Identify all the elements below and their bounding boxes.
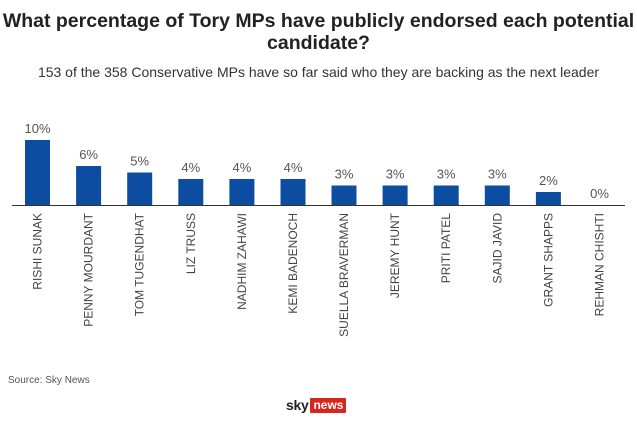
value-label: 2% bbox=[539, 173, 558, 188]
sky-news-logo: sky news bbox=[286, 397, 347, 413]
category-label: REHMAN CHISHTI bbox=[593, 213, 607, 316]
bar-tom-tugendhat bbox=[127, 172, 153, 205]
logo-sky-text: sky bbox=[286, 397, 309, 413]
category-label: LIZ TRUSS bbox=[184, 213, 198, 274]
bar-liz-truss bbox=[178, 179, 204, 205]
bar-kemi-badenoch bbox=[280, 179, 306, 205]
value-label: 3% bbox=[335, 167, 354, 182]
category-label: KEMI BADENOCH bbox=[286, 213, 300, 314]
value-label: 5% bbox=[130, 154, 149, 169]
bar-grant-shapps bbox=[535, 192, 561, 205]
category-label: PENNY MOURDANT bbox=[82, 212, 96, 326]
bar-chart: 10% RISHI SUNAK 6% PENNY MOURDANT 5% TOM TUGE… bbox=[12, 121, 625, 337]
logo-news-text: news bbox=[310, 397, 347, 413]
value-label: 4% bbox=[284, 160, 303, 175]
bar-penny-mourdant bbox=[76, 166, 102, 205]
chart-title: What percentage of Tory MPs have publicl… bbox=[2, 10, 635, 54]
category-label: TOM TUGENDHAT bbox=[133, 212, 147, 316]
category-label: JEREMY HUNT bbox=[388, 212, 402, 298]
chart-subtitle: 153 of the 358 Conservative MPs have so … bbox=[37, 64, 600, 80]
source-note: Source: Sky News bbox=[8, 375, 90, 386]
category-label: GRANT SHAPPS bbox=[541, 213, 555, 307]
bar-suella-braverman bbox=[331, 185, 357, 205]
bar-jeremy-hunt bbox=[382, 185, 408, 205]
value-label: 6% bbox=[79, 147, 98, 162]
value-label: 3% bbox=[488, 167, 507, 182]
value-label: 3% bbox=[437, 167, 456, 182]
category-label: SUELLA BRAVERMAN bbox=[337, 213, 351, 337]
category-label: PRITI PATEL bbox=[439, 213, 453, 284]
category-label: NADHIM ZAHAWI bbox=[235, 213, 249, 310]
category-label: SAJID JAVID bbox=[490, 213, 504, 284]
bar-rishi-sunak bbox=[25, 140, 50, 205]
value-label: 3% bbox=[386, 167, 405, 182]
value-label: 0% bbox=[590, 186, 609, 201]
bar-priti-patel bbox=[433, 185, 459, 205]
bar-sajid-javid bbox=[484, 185, 510, 205]
value-label: 4% bbox=[181, 160, 200, 175]
bar-nadhim-zahawi bbox=[229, 179, 255, 205]
value-label: 4% bbox=[233, 160, 252, 175]
category-label: RISHI SUNAK bbox=[31, 213, 45, 290]
value-label: 10% bbox=[24, 121, 50, 136]
